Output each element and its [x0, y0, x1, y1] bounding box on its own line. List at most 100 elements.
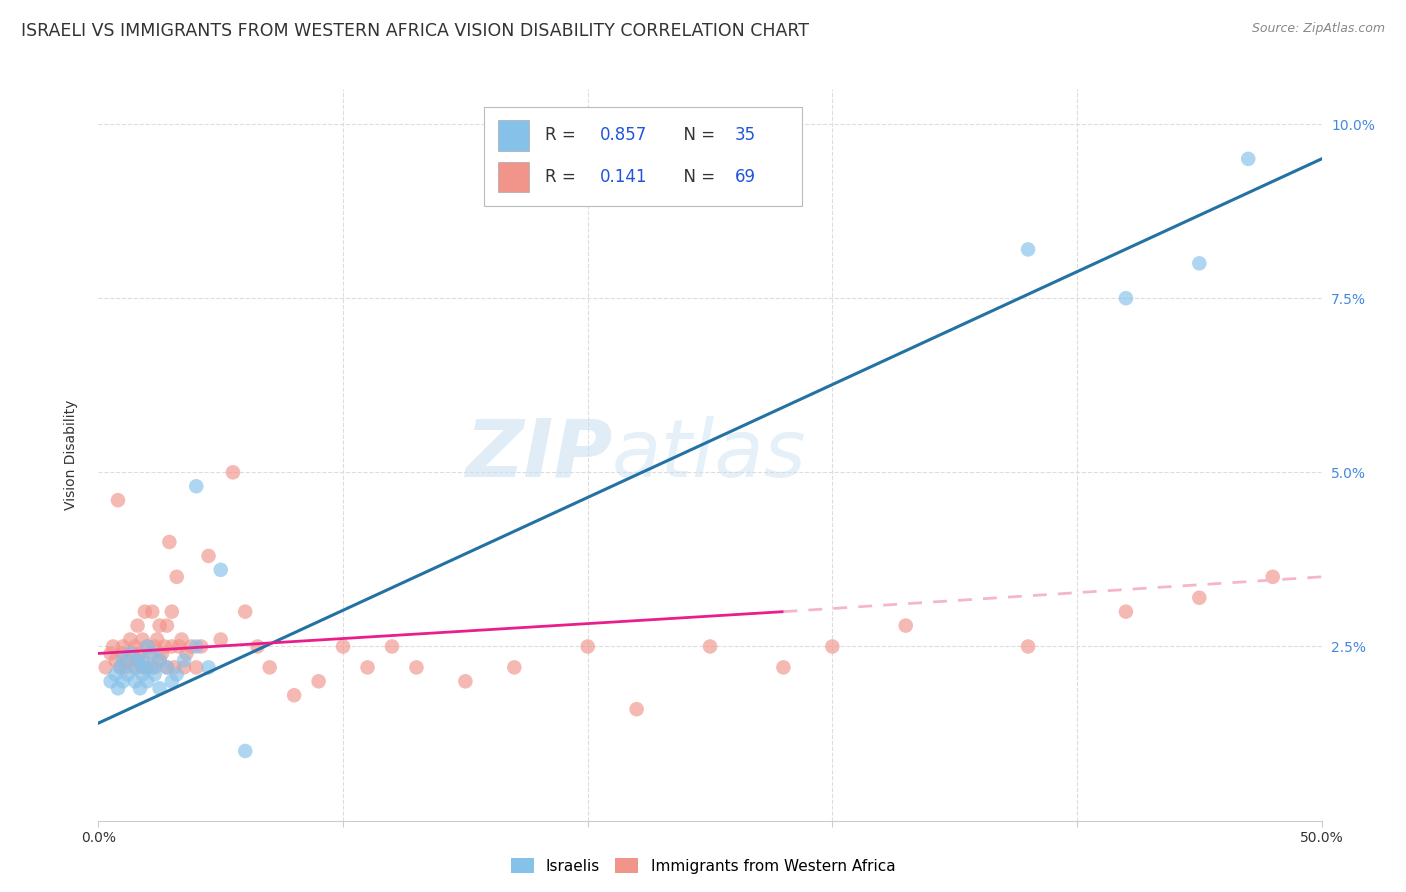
Point	[1188, 591, 1211, 605]
Point	[166, 667, 188, 681]
Point	[894, 618, 917, 632]
Point	[107, 493, 129, 508]
Point	[576, 640, 599, 654]
Point	[101, 640, 124, 654]
Point	[110, 660, 132, 674]
Point	[111, 640, 134, 654]
Text: Source: ZipAtlas.com: Source: ZipAtlas.com	[1251, 22, 1385, 36]
Point	[124, 660, 146, 674]
Bar	[498, 161, 529, 193]
Text: 0.141: 0.141	[600, 168, 647, 186]
Point	[104, 653, 127, 667]
Text: R =: R =	[546, 127, 581, 145]
Point	[134, 660, 156, 674]
Point	[131, 653, 153, 667]
Point	[150, 647, 173, 661]
Point	[222, 466, 245, 480]
Text: atlas: atlas	[612, 416, 807, 494]
Point	[283, 688, 305, 702]
Point	[131, 660, 153, 674]
Point	[156, 660, 179, 674]
Point	[186, 660, 208, 674]
Point	[149, 618, 172, 632]
Bar	[498, 120, 529, 151]
Point	[259, 660, 281, 674]
Point	[1261, 570, 1284, 584]
Text: ISRAELI VS IMMIGRANTS FROM WESTERN AFRICA VISION DISABILITY CORRELATION CHART: ISRAELI VS IMMIGRANTS FROM WESTERN AFRIC…	[21, 22, 808, 40]
Point	[1017, 243, 1039, 257]
Point	[131, 632, 153, 647]
Text: R =: R =	[546, 168, 586, 186]
Point	[180, 640, 202, 654]
Point	[149, 681, 172, 696]
Text: N =: N =	[673, 168, 721, 186]
Point	[134, 605, 156, 619]
Point	[127, 653, 149, 667]
Point	[143, 640, 166, 654]
Point	[120, 632, 142, 647]
Point	[356, 660, 378, 674]
Point	[146, 632, 169, 647]
Point	[104, 667, 127, 681]
Point	[197, 660, 219, 674]
Point	[160, 605, 183, 619]
Y-axis label: Vision Disability: Vision Disability	[63, 400, 77, 510]
Point	[136, 674, 159, 689]
Point	[141, 660, 163, 674]
Point	[454, 674, 477, 689]
Text: 0.857: 0.857	[600, 127, 647, 145]
Point	[626, 702, 648, 716]
Point	[1237, 152, 1260, 166]
Point	[120, 647, 142, 661]
Point	[699, 640, 721, 654]
Point	[111, 647, 134, 661]
Point	[156, 618, 179, 632]
Point	[176, 647, 198, 661]
Point	[129, 681, 152, 696]
Point	[167, 640, 190, 654]
Point	[190, 640, 212, 654]
Point	[111, 674, 134, 689]
Point	[110, 660, 132, 674]
Text: 69: 69	[734, 168, 755, 186]
Point	[117, 667, 139, 681]
Point	[136, 640, 159, 654]
Point	[121, 647, 143, 661]
Point	[233, 605, 256, 619]
Legend: Israelis, Immigrants from Western Africa: Israelis, Immigrants from Western Africa	[505, 852, 901, 880]
Point	[772, 660, 794, 674]
Point	[136, 660, 159, 674]
Point	[111, 653, 134, 667]
Point	[209, 563, 232, 577]
Point	[157, 535, 180, 549]
Point	[1115, 605, 1137, 619]
Text: N =: N =	[673, 127, 721, 145]
Point	[1188, 256, 1211, 270]
Point	[163, 660, 186, 674]
Point	[127, 618, 149, 632]
Point	[160, 640, 183, 654]
Point	[332, 640, 354, 654]
Point	[100, 674, 122, 689]
Point	[1115, 291, 1137, 305]
Point	[166, 570, 188, 584]
Point	[233, 744, 256, 758]
Point	[94, 660, 117, 674]
Point	[124, 674, 146, 689]
Point	[308, 674, 330, 689]
Point	[160, 674, 183, 689]
Point	[170, 632, 193, 647]
Point	[156, 660, 179, 674]
Point	[136, 640, 159, 654]
Point	[153, 640, 176, 654]
Text: 35: 35	[734, 127, 755, 145]
Point	[124, 660, 146, 674]
Point	[503, 660, 526, 674]
Point	[381, 640, 404, 654]
Point	[197, 549, 219, 563]
Point	[186, 640, 208, 654]
Point	[107, 681, 129, 696]
Point	[141, 647, 163, 661]
Point	[129, 647, 152, 661]
Point	[821, 640, 844, 654]
